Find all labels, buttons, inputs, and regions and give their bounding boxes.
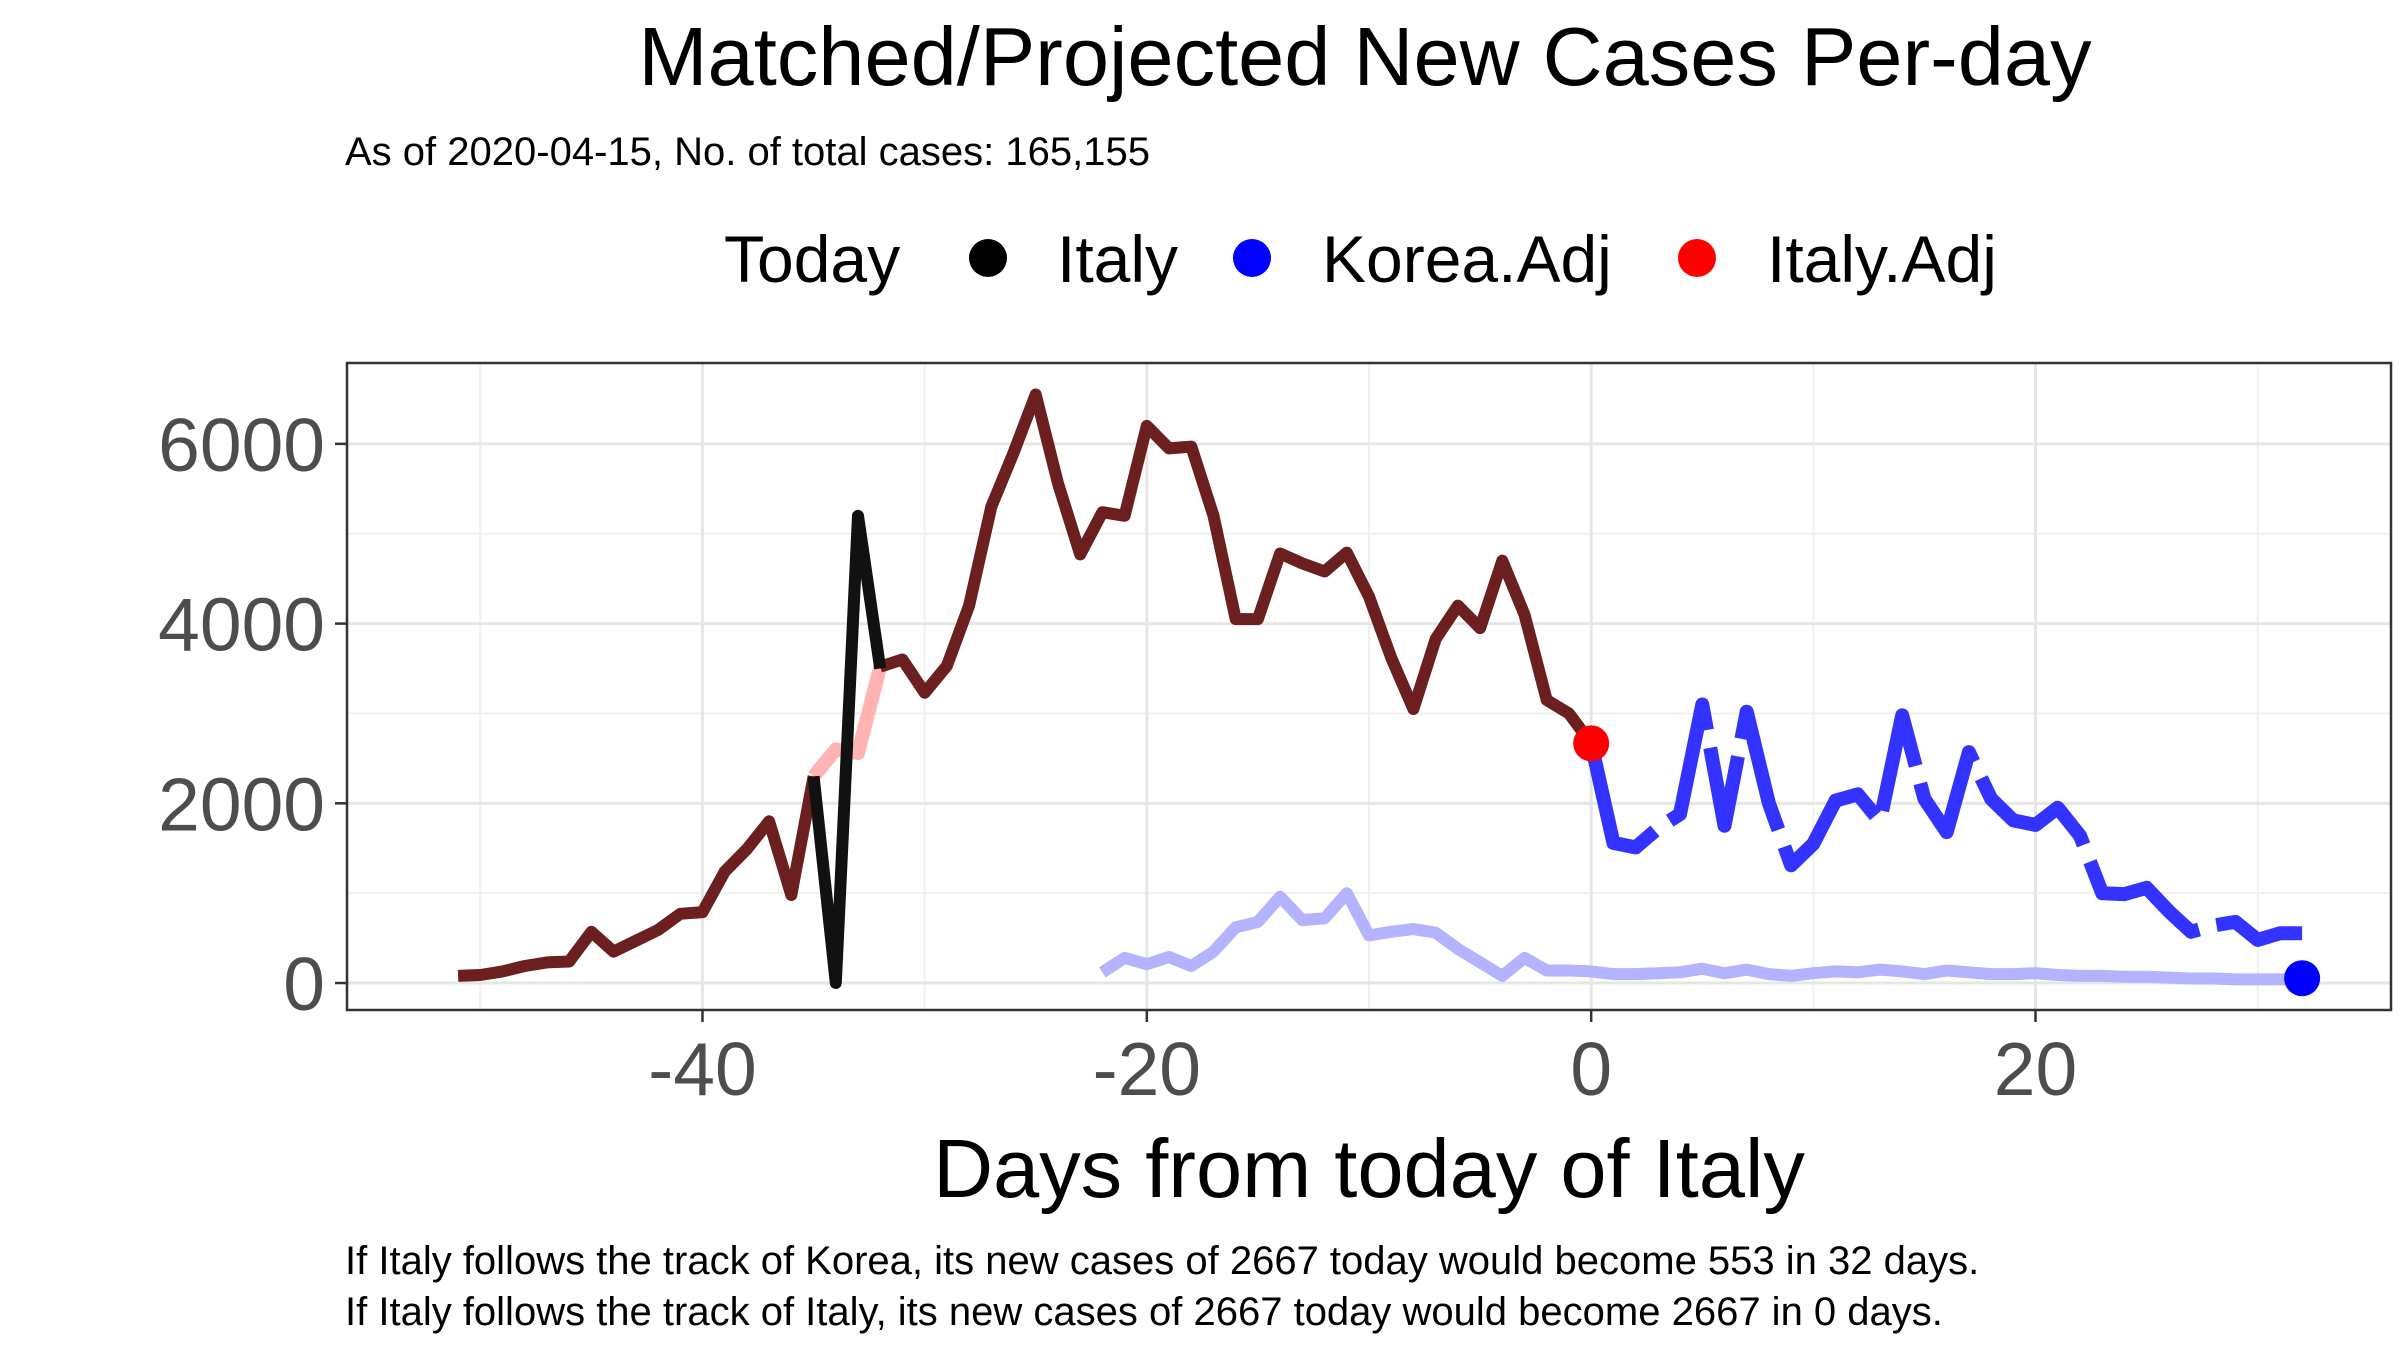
series-line-italy-history	[457, 775, 820, 982]
legend-key-korea-adj	[1233, 239, 1271, 277]
legend-label-italy-adj: Italy.Adj	[1767, 222, 1997, 296]
today-point-italy-adj	[1573, 725, 1610, 762]
y-axis-ticks: 0 2000 4000 6000	[158, 403, 347, 1026]
chart-title: Matched/Projected New Cases Per-day	[638, 10, 2092, 103]
x-tick-label: 0	[1570, 1027, 1612, 1111]
series-line-italy-history	[878, 388, 1597, 747]
x-tick-label: -20	[1093, 1027, 1201, 1111]
plot-border	[345, 361, 2393, 1012]
series-line-korea-adj-projection	[1584, 697, 2303, 947]
y-tick-label: 4000	[158, 583, 325, 667]
legend: Today Italy Korea.Adj Italy.Adj	[724, 222, 1997, 296]
legend-key-italy-adj	[1678, 239, 1716, 277]
x-tick-label: -40	[648, 1027, 756, 1111]
caption-korea: If Italy follows the track of Korea, its…	[345, 1239, 1979, 1283]
today-point-korea-adj	[2284, 960, 2321, 997]
legend-label-italy: Italy	[1057, 222, 1178, 296]
legend-label-korea-adj: Korea.Adj	[1322, 222, 1612, 296]
data-lines	[457, 388, 2303, 989]
x-tick-label: 20	[1994, 1027, 2077, 1111]
caption-italy: If Italy follows the track of Italy, its…	[345, 1290, 1943, 1334]
y-tick-label: 2000	[158, 762, 325, 846]
y-tick-label: 0	[283, 942, 325, 1026]
legend-title: Today	[724, 222, 900, 296]
x-axis-ticks: -40 -20 0 20	[648, 1010, 2077, 1111]
y-tick-label: 6000	[158, 403, 325, 487]
today-points	[1573, 725, 2321, 997]
legend-key-italy	[969, 239, 1007, 277]
chart-subtitle: As of 2020-04-15, No. of total cases: 16…	[345, 130, 1150, 174]
series-line-korea-adj-original	[1099, 887, 2303, 986]
grid	[347, 363, 2391, 1010]
x-axis-title: Days from today of Italy	[933, 1122, 1805, 1215]
series-line-italy-raw	[807, 509, 887, 989]
